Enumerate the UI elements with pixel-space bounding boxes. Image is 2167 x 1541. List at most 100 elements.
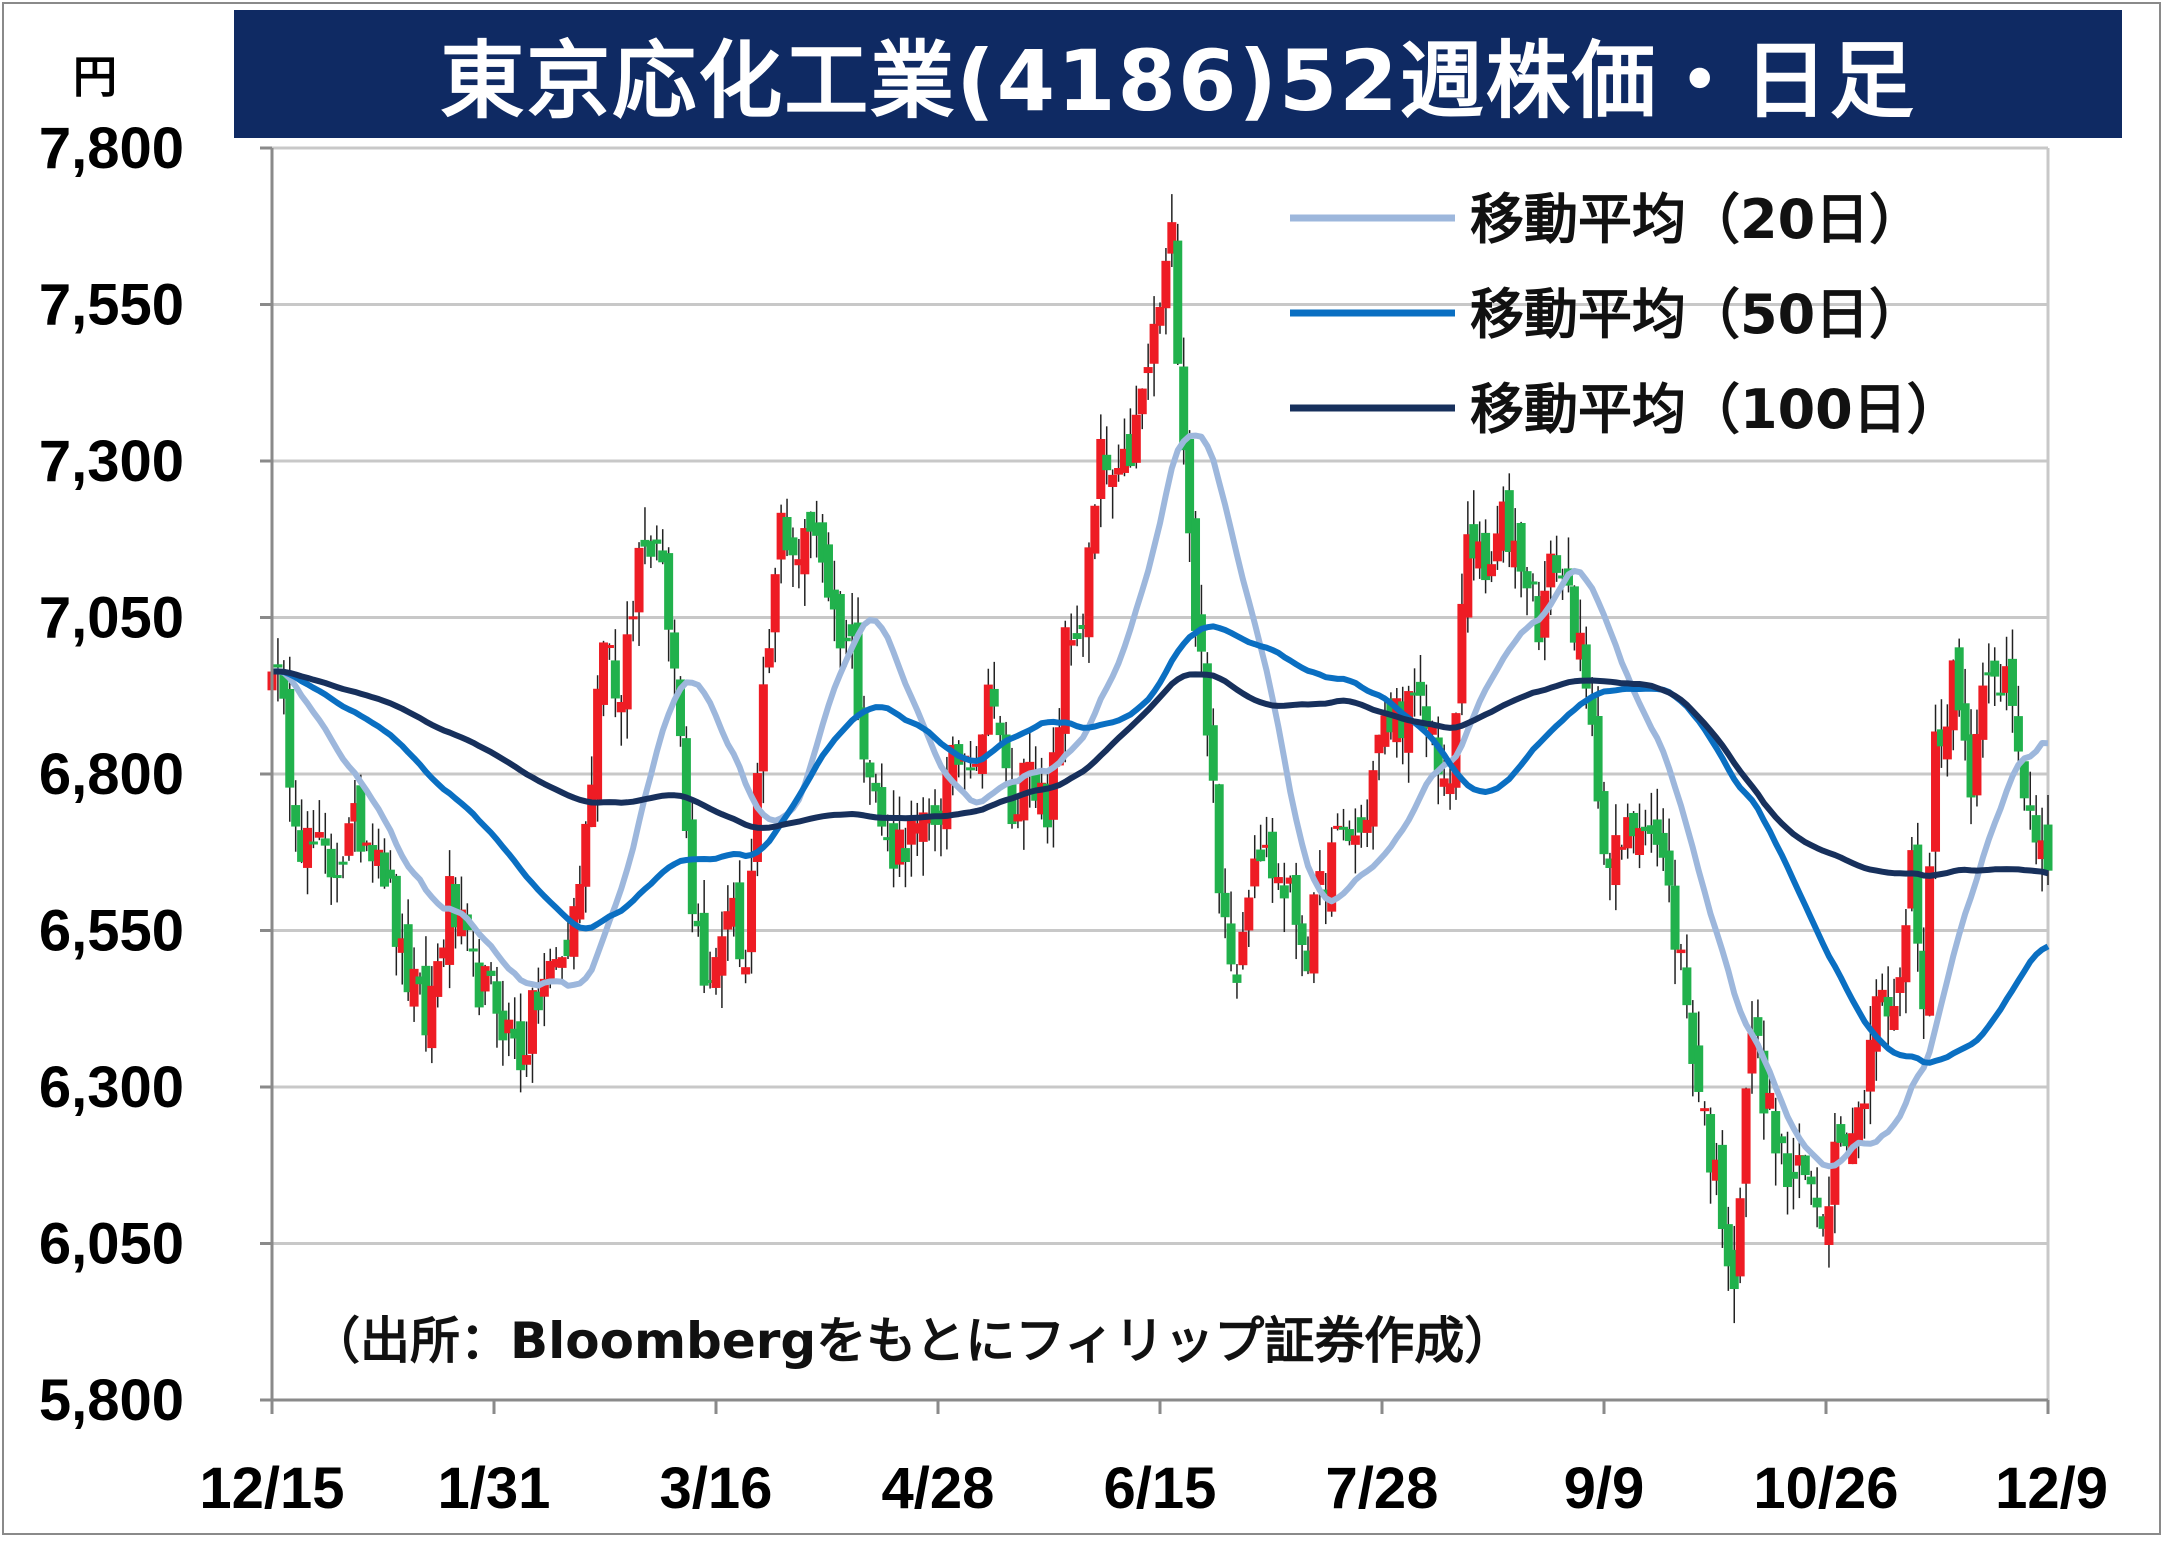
candle-down bbox=[788, 537, 798, 556]
candle-up bbox=[581, 823, 591, 887]
candle-up bbox=[1942, 726, 1952, 760]
candle-up bbox=[1617, 846, 1627, 850]
candle-down bbox=[1913, 844, 1923, 944]
candle-up bbox=[551, 959, 561, 968]
candle-up bbox=[794, 559, 804, 566]
candle-up bbox=[575, 883, 585, 920]
candle-down bbox=[1990, 660, 2000, 677]
candle-down bbox=[1658, 832, 1668, 858]
candle-up bbox=[480, 966, 490, 992]
candle-up bbox=[1865, 1039, 1875, 1092]
candle-down bbox=[818, 522, 828, 563]
candle-up bbox=[1700, 1108, 1710, 1112]
candle-up bbox=[1368, 770, 1378, 827]
candle-down bbox=[1173, 240, 1183, 364]
candle-up bbox=[1427, 722, 1437, 735]
candle-up bbox=[1013, 814, 1023, 822]
candle-down bbox=[1504, 490, 1514, 552]
candle-up bbox=[1735, 1198, 1745, 1277]
candle-up bbox=[1676, 949, 1686, 954]
candle-up bbox=[1362, 819, 1372, 833]
candle-up bbox=[1114, 468, 1124, 475]
candle-down bbox=[2031, 815, 2041, 843]
candle-up bbox=[1611, 835, 1621, 886]
candle-up bbox=[948, 744, 958, 786]
candle-down bbox=[889, 823, 899, 869]
candle-down bbox=[966, 767, 976, 771]
candle-down bbox=[1528, 581, 1538, 585]
candle-down bbox=[1125, 434, 1135, 467]
candle-down bbox=[640, 539, 650, 547]
candle-up bbox=[1487, 564, 1497, 577]
candle-down bbox=[735, 882, 745, 960]
candle-up bbox=[1907, 850, 1917, 909]
candle-up bbox=[918, 812, 928, 842]
candle-up bbox=[1060, 627, 1070, 734]
candle-up bbox=[1623, 817, 1633, 849]
candle-up bbox=[977, 734, 987, 774]
candle-down bbox=[1605, 858, 1615, 869]
candle-up bbox=[445, 876, 455, 965]
candle-up bbox=[723, 911, 733, 930]
candle-down bbox=[1593, 716, 1603, 802]
candle-down bbox=[1256, 849, 1266, 862]
candle-up bbox=[1262, 844, 1272, 848]
candle-down bbox=[2043, 824, 2053, 871]
candle-up bbox=[1498, 501, 1508, 551]
candle-up bbox=[1084, 547, 1094, 638]
candle-up bbox=[912, 823, 922, 834]
candle-up bbox=[314, 832, 324, 838]
candle-down bbox=[297, 830, 307, 862]
candle-down bbox=[1883, 996, 1893, 1017]
candle-down bbox=[812, 522, 822, 536]
candle-up bbox=[1350, 835, 1360, 845]
candle-down bbox=[1001, 734, 1011, 769]
candle-up bbox=[2002, 666, 2012, 693]
y-tick-label: 6,800 bbox=[39, 742, 184, 807]
candle-down bbox=[1421, 706, 1431, 729]
ma20-line bbox=[271, 432, 2049, 1170]
candle-down bbox=[1031, 772, 1041, 801]
candle-up bbox=[557, 957, 567, 968]
candle-up bbox=[616, 702, 626, 713]
candle-up bbox=[1972, 733, 1982, 796]
candle-up bbox=[1096, 438, 1106, 500]
y-tick-label: 7,300 bbox=[39, 429, 184, 494]
candle-up bbox=[1765, 1092, 1775, 1109]
x-tick-label: 7/28 bbox=[1326, 1456, 1439, 1521]
candle-down bbox=[279, 670, 289, 699]
candle-down bbox=[1753, 1017, 1763, 1036]
candle-down bbox=[658, 550, 668, 563]
candle-down bbox=[320, 838, 330, 846]
candle-down bbox=[1812, 1197, 1822, 1208]
candle-up bbox=[729, 897, 739, 927]
x-tick-label: 10/26 bbox=[1753, 1456, 1898, 1521]
candle-down bbox=[1303, 950, 1313, 972]
candle-up bbox=[593, 688, 603, 800]
y-tick-label: 7,800 bbox=[39, 116, 184, 181]
candle-down bbox=[989, 688, 999, 707]
candle-down bbox=[510, 1028, 520, 1039]
candle-down bbox=[610, 660, 620, 699]
x-tick-label: 4/28 bbox=[882, 1456, 995, 1521]
candle-up bbox=[895, 829, 905, 865]
y-axis-ticks: 7,800 7,550 7,300 7,050 6,800 6,550 6,300 6,050… bbox=[39, 116, 272, 1433]
candle-up bbox=[456, 909, 466, 937]
candle-up bbox=[924, 816, 934, 824]
candle-down bbox=[379, 852, 389, 887]
candle-up bbox=[1066, 640, 1076, 646]
candle-up bbox=[1143, 367, 1153, 374]
legend-label-ma50: 移動平均（50日） bbox=[1470, 283, 1923, 346]
candle-up bbox=[1380, 715, 1390, 747]
candle-down bbox=[1208, 725, 1218, 781]
candle-down bbox=[415, 976, 425, 985]
candle-up bbox=[906, 820, 916, 845]
x-tick-label: 12/15 bbox=[199, 1456, 344, 1521]
candle-down bbox=[1996, 692, 2006, 696]
candle-up bbox=[427, 985, 437, 1049]
candle-up bbox=[983, 684, 993, 735]
candle-up bbox=[717, 936, 727, 976]
candle-up bbox=[344, 823, 354, 856]
candle-down bbox=[1007, 780, 1017, 825]
candle-up bbox=[1090, 505, 1100, 554]
